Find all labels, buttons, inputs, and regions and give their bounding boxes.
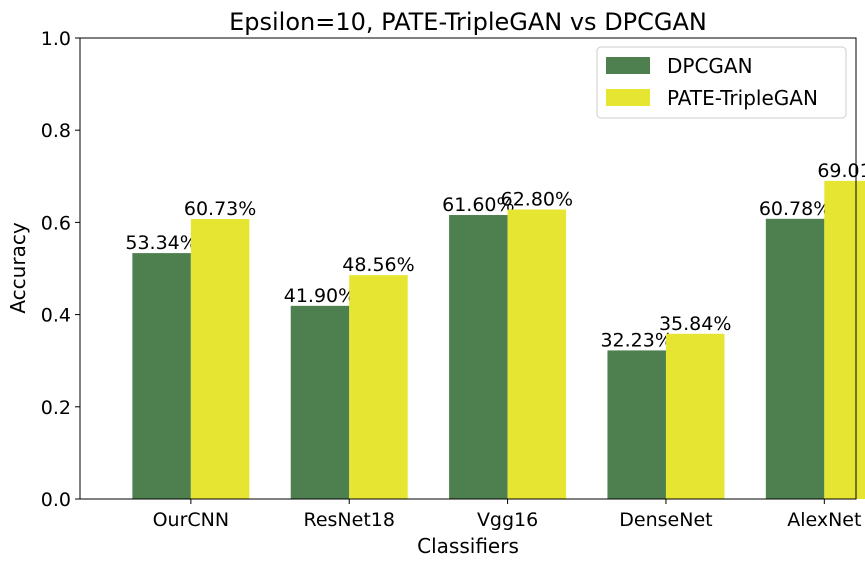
y-tick-label: 0.4 (41, 305, 71, 327)
y-tick-label: 0.2 (41, 397, 71, 419)
x-axis-label: Classifiers (417, 534, 519, 558)
legend-frame (596, 46, 847, 119)
y-axis-label: Accuracy (6, 222, 30, 313)
y-tick-label: 0.8 (41, 120, 71, 142)
y-tick-label: 0.6 (41, 212, 71, 234)
data-label-pate-triplegan-alexnet: 69.01% (817, 160, 865, 182)
bar-pate-triplegan-densenet (665, 333, 725, 499)
y-tick-label: 1.0 (41, 28, 71, 50)
data-label-dpcgan-ourcnn: 53.34% (125, 232, 197, 254)
legend-swatch-dpcgan (606, 57, 650, 74)
x-tick-label-vgg16: Vgg16 (477, 509, 538, 531)
bar-dpcgan-resnet18 (290, 305, 350, 499)
data-label-dpcgan-densenet: 32.23% (600, 329, 672, 351)
x-tick-label-alexnet: AlexNet (787, 509, 861, 531)
bar-dpcgan-alexnet (765, 218, 825, 499)
bar-pate-triplegan-resnet18 (349, 275, 408, 499)
data-label-dpcgan-resnet18: 41.90% (284, 285, 356, 307)
data-label-dpcgan-vgg16: 61.60% (442, 194, 514, 216)
data-label-pate-triplegan-vgg16: 62.80% (501, 188, 573, 210)
y-tick-label: 0.0 (41, 489, 71, 511)
bar-pate-triplegan-ourcnn (190, 219, 250, 499)
bar-pate-triplegan-alexnet (824, 180, 865, 500)
bar-pate-triplegan-vgg16 (507, 209, 567, 499)
x-tick-label-resnet18: ResNet18 (303, 509, 394, 531)
x-tick-label-densenet: DenseNet (619, 509, 712, 531)
bar-dpcgan-densenet (607, 350, 666, 499)
plot-frame (79, 37, 857, 500)
x-tick-label-ourcnn: OurCNN (153, 509, 230, 531)
legend-label-pate-triplegan: PATE-TripleGAN (667, 86, 818, 110)
data-label-dpcgan-alexnet: 60.78% (759, 198, 831, 220)
legend-label-dpcgan: DPCGAN (667, 54, 753, 78)
data-label-pate-triplegan-resnet18: 48.56% (342, 254, 414, 276)
data-label-pate-triplegan-densenet: 35.84% (659, 313, 731, 335)
legend: DPCGAN PATE-TripleGAN (596, 46, 847, 119)
data-label-pate-triplegan-ourcnn: 60.73% (184, 198, 256, 220)
legend-swatch-pate-triplegan (606, 89, 650, 106)
bar-dpcgan-vgg16 (449, 215, 508, 500)
bar-dpcgan-ourcnn (132, 253, 191, 499)
chart-title: Epsilon=10, PATE-TripleGAN vs DPCGAN (229, 8, 707, 36)
